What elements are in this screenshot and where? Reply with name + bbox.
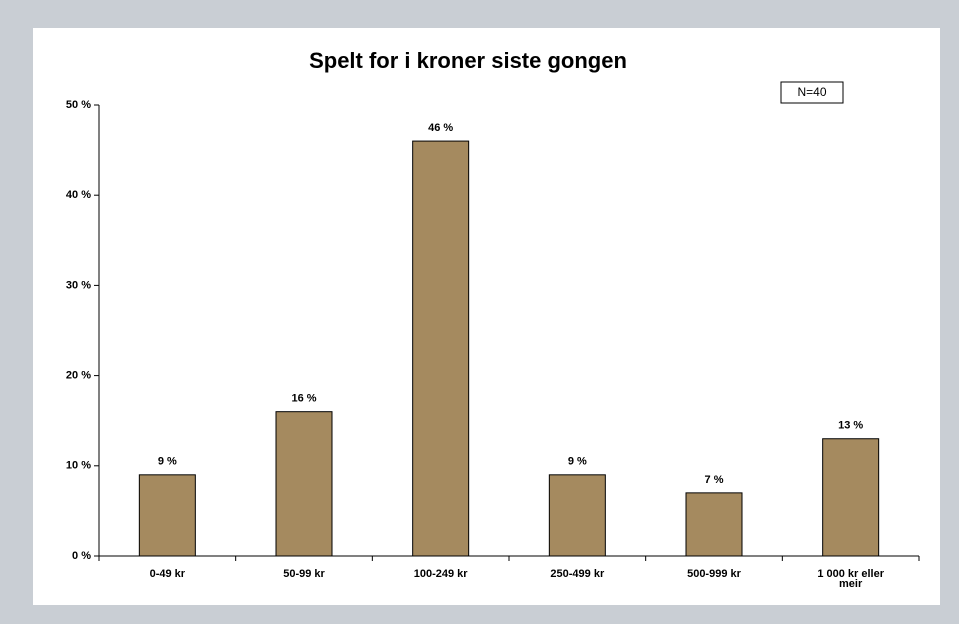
- x-tick-label-box: 0-49 kr: [149, 569, 186, 580]
- y-tick-label: 10 %: [66, 460, 91, 472]
- x-tick-label: 100-249 kr: [413, 569, 468, 580]
- x-tick-label-box: 50-99 kr: [283, 569, 325, 580]
- bar: [138, 474, 196, 557]
- x-tick-label: 1 000 kr eller meir: [817, 569, 884, 590]
- data-label: 7 %: [705, 474, 724, 486]
- y-tick-label: 20 %: [66, 370, 91, 382]
- x-tick-label-box: 100-249 kr: [413, 569, 468, 580]
- x-tick-label-box: 500-999 kr: [687, 569, 741, 580]
- data-label: 9 %: [158, 456, 177, 468]
- x-tick-label-box: 1 000 kr eller meir: [817, 569, 884, 590]
- x-tick-label-box: 250-499 kr: [550, 569, 605, 580]
- annotation-box: [780, 81, 844, 104]
- data-label: 16 %: [291, 393, 316, 405]
- bar: [822, 438, 880, 557]
- chart-title: Spelt for i kroner siste gongen: [309, 48, 627, 73]
- x-tick-label: 500-999 kr: [687, 569, 741, 580]
- x-tick-label: 250-499 kr: [550, 569, 605, 580]
- x-tick-label: 0-49 kr: [149, 569, 186, 580]
- y-tick-label: 40 %: [66, 189, 91, 201]
- bar: [412, 140, 470, 557]
- x-tick-label: 50-99 kr: [283, 569, 325, 580]
- data-label: 13 %: [838, 420, 863, 432]
- data-label: 46 %: [428, 122, 453, 134]
- y-tick-label: 30 %: [66, 279, 91, 291]
- y-tick-label: 50 %: [66, 99, 91, 111]
- bar: [685, 492, 743, 557]
- data-label: 9 %: [568, 456, 587, 468]
- bar: [275, 411, 333, 557]
- annotation: N=40: [797, 85, 826, 99]
- bar: [548, 474, 606, 557]
- y-tick-label: 0 %: [72, 550, 91, 562]
